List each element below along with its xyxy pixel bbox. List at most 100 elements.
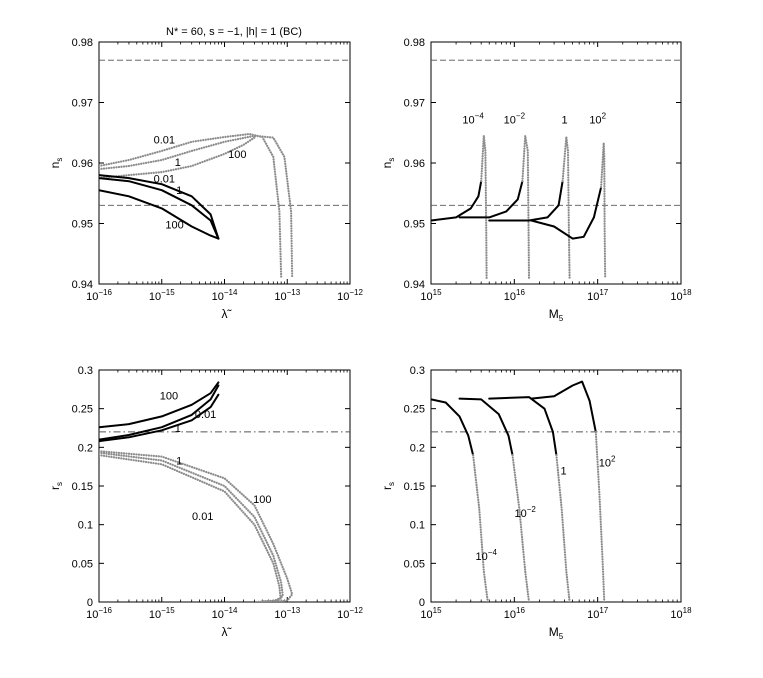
y-tick-label: 0.3 <box>78 365 93 377</box>
series-line-black-102 <box>530 186 603 240</box>
y-tick-label: 0.97 <box>404 98 425 110</box>
y-tick-label: 0.98 <box>72 37 93 49</box>
y-tick-label: 0.05 <box>404 558 425 570</box>
y-tick-label: 0.2 <box>410 442 425 454</box>
x-axis-label: M5 <box>549 307 564 323</box>
series-line-black-10-4 <box>431 398 475 457</box>
curve-label: 102 <box>589 112 606 127</box>
curve-label: 10−4 <box>476 548 498 563</box>
x-tick-label: 10−12 <box>337 606 363 621</box>
curve-label: 102 <box>599 455 616 470</box>
y-tick-label: 0.3 <box>410 365 425 377</box>
y-tick-label: 0.97 <box>72 98 93 110</box>
series-group <box>99 381 294 602</box>
y-axis-label: rs <box>48 482 64 490</box>
y-axis-label: ns <box>380 158 396 169</box>
series-line-black-1 <box>488 180 564 222</box>
series-line-black-100 <box>99 189 220 240</box>
y-axis-label: rs <box>380 482 396 490</box>
x-tick-label: 10−13 <box>274 606 300 621</box>
series-line-black-001 <box>99 174 220 240</box>
y-axis-label: ns <box>48 158 64 169</box>
curve-label: 0.01 <box>195 409 216 421</box>
series-line-black-100 <box>99 381 220 429</box>
series-line-black-102 <box>530 380 597 433</box>
curve-label: 100 <box>228 149 246 161</box>
x-tick-label: 10−13 <box>274 288 300 303</box>
y-tick-label: 0.1 <box>410 520 425 532</box>
panel-rs-vs-lambda: 10−16 10−15 10−14 10−13 10−12 0 0.05 0.1 0.15 0.2… <box>48 365 363 639</box>
curve-label: 1 <box>561 115 567 127</box>
y-tick-label: 0.94 <box>404 279 425 291</box>
x-axis-label: λ̃ <box>222 625 233 639</box>
y-tick-label: 0.1 <box>78 520 93 532</box>
series-line-gray-1 <box>555 454 571 602</box>
x-tick-label: 1015 <box>420 288 442 303</box>
curve-label: 100 <box>160 390 178 402</box>
x-axis-label: λ̃ <box>222 307 233 321</box>
x-tick-label: 10−15 <box>149 288 175 303</box>
x-tick-label: 1017 <box>587 606 609 621</box>
panel-rs-vs-M5: 1015 1016 1017 1018 0 0.05 0.1 0.15 0.2 0.25 0.3 M5… <box>380 365 692 641</box>
curve-label: 0.01 <box>192 511 213 523</box>
curve-label: 1 <box>561 465 567 477</box>
x-axis-label: M5 <box>549 625 564 641</box>
y-tick-label: 0.98 <box>404 37 425 49</box>
curve-label: 100 <box>165 219 183 231</box>
x-tick-label: 10−14 <box>212 288 238 303</box>
series-line-gray-100 <box>99 450 294 602</box>
series-line-black-10-4 <box>431 180 483 222</box>
x-tick-label: 1015 <box>420 606 442 621</box>
plot-frame <box>430 41 682 285</box>
y-tick-label: 0.95 <box>404 219 425 231</box>
series-line-black-10-2 <box>458 180 524 219</box>
series-line-black-10-2 <box>458 397 514 457</box>
y-tick-label: 0.25 <box>404 404 425 416</box>
series-line-gray-102 <box>594 430 606 602</box>
y-tick-label: 0.96 <box>404 158 425 170</box>
series-line-black-1 <box>99 384 220 441</box>
y-tick-label: 0.96 <box>72 158 93 170</box>
curve-label: 100 <box>253 494 271 506</box>
series-line-black-1 <box>488 396 558 457</box>
series-group <box>99 132 294 279</box>
y-tick-label: 0 <box>87 597 93 609</box>
x-tick-label: 10−16 <box>86 288 112 303</box>
y-tick-label: 0.95 <box>72 219 93 231</box>
curve-label: 10−4 <box>462 112 484 127</box>
plot-frame <box>98 41 351 285</box>
series-line-gray-10-4 <box>480 134 488 279</box>
curve-label: 1 <box>175 157 181 169</box>
curve-label: 1 <box>176 185 182 197</box>
x-tick-label: 10−12 <box>337 288 363 303</box>
series-line-gray-10-2 <box>511 454 531 602</box>
series-line-gray-001 <box>99 132 283 279</box>
y-tick-label: 0.15 <box>404 481 425 493</box>
x-tick-label: 1016 <box>504 606 526 621</box>
series-line-gray-10-2 <box>521 134 531 279</box>
x-tick-label: 1018 <box>670 606 692 621</box>
curve-label: 0.01 <box>154 173 175 185</box>
y-tick-label: 0.94 <box>72 279 93 291</box>
curve-label: 1 <box>175 423 181 435</box>
figure-title: N* = 60, s = −1, |h| = 1 (BC) <box>166 26 302 38</box>
series-line-gray-1 <box>99 136 256 180</box>
curve-label: 1 <box>176 455 182 467</box>
series-line-gray-1 <box>561 135 571 279</box>
series-line-gray-1 <box>99 451 284 602</box>
series-line-gray-100 <box>99 134 294 279</box>
plot-frame <box>430 369 682 603</box>
series-line-black-1 <box>99 177 220 240</box>
panel-ns-vs-M5: 1015 1016 1017 1018 0.94 0.95 0.96 0.97 0.98 M5 ns… <box>380 37 692 323</box>
curve-label: 0.01 <box>154 135 175 147</box>
panel-ns-vs-lambda: 10−16 10−15 10−14 10−13 10−12 0.94 0.95 0.96 0.9… <box>48 37 363 321</box>
series-line-gray-001 <box>99 454 282 602</box>
x-tick-label: 1018 <box>670 288 692 303</box>
series-line-gray-102 <box>600 141 607 279</box>
y-tick-label: 0 <box>419 597 425 609</box>
series-group <box>431 134 607 279</box>
x-tick-label: 1017 <box>587 288 609 303</box>
x-tick-label: 10−16 <box>86 606 112 621</box>
series-group <box>431 380 606 602</box>
